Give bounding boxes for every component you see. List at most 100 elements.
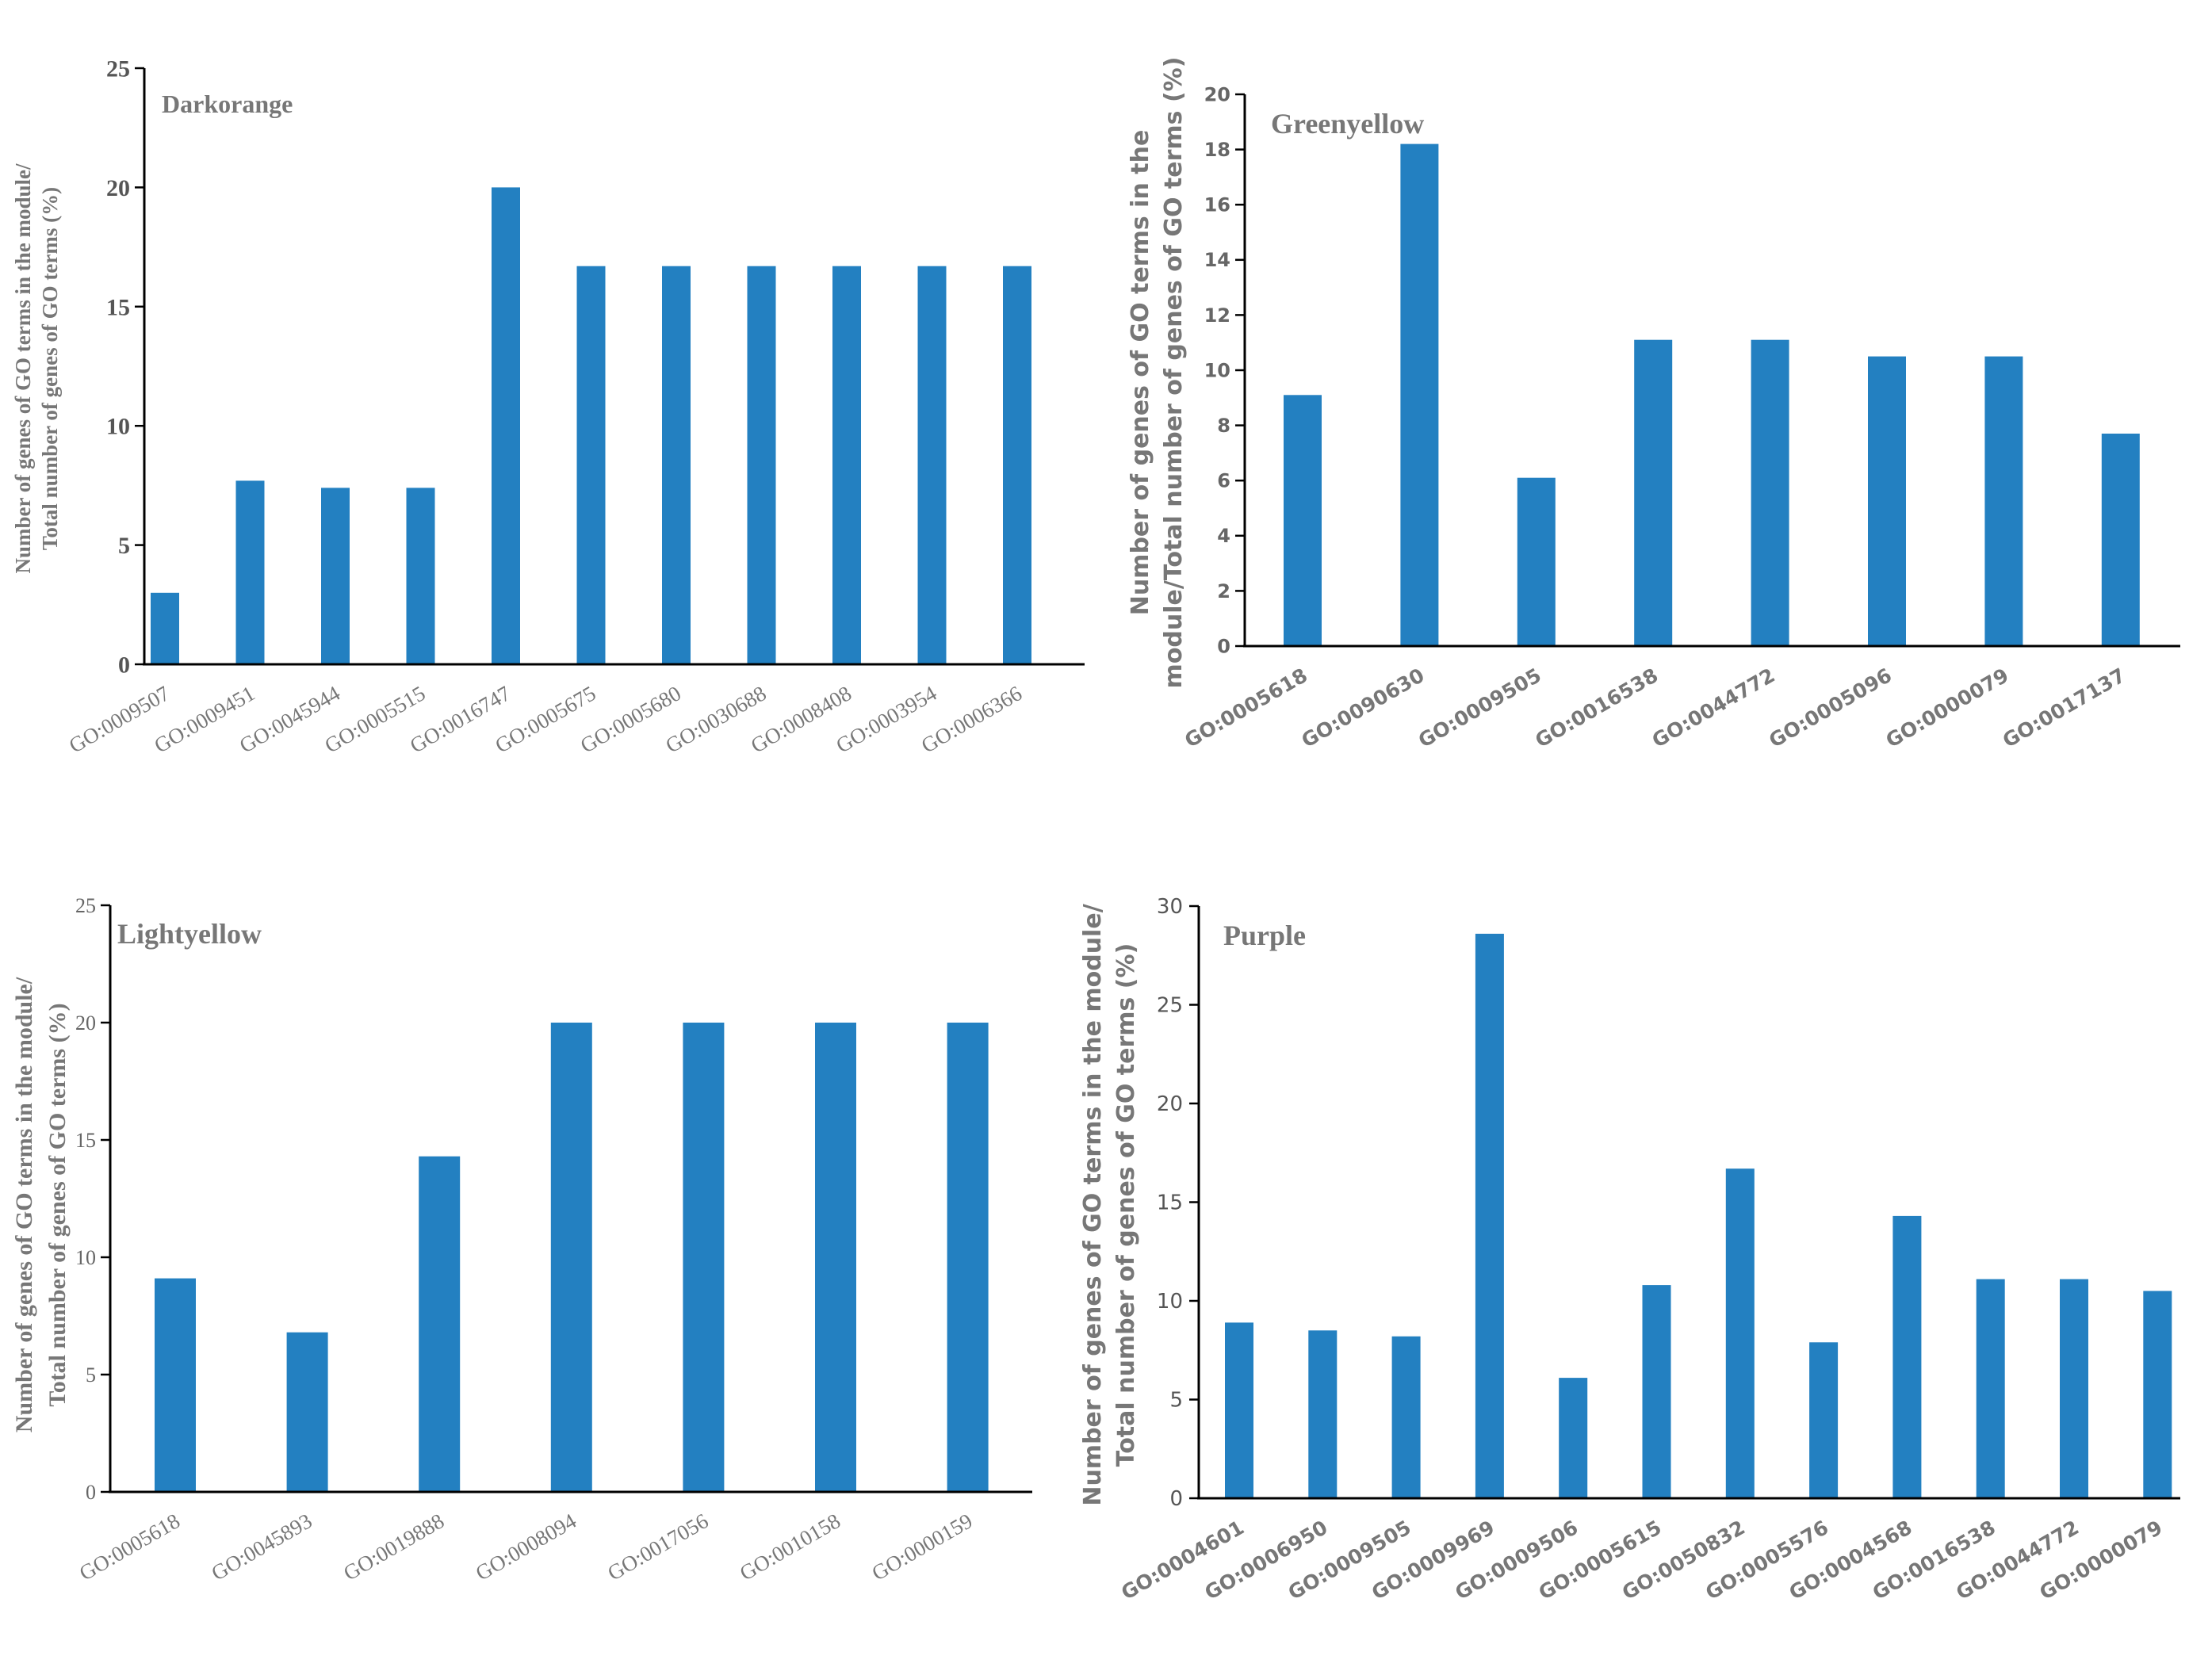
y-axis-label-line: Number of genes of GO terms in the modul… (11, 977, 37, 1432)
y-tick-label: 20 (106, 175, 130, 201)
chart-title: Purple (1223, 920, 1306, 951)
y-tick-label: 20 (1157, 1092, 1183, 1116)
bar-go-0030688 (747, 266, 776, 664)
bar-go-0009969 (1475, 933, 1504, 1498)
y-tick-label: 5 (1169, 1389, 1183, 1413)
bar-go-0017137 (2101, 434, 2140, 646)
bar-go-0009505 (1391, 1336, 1421, 1498)
y-tick-label: 15 (75, 1129, 96, 1152)
y-tick-label: 0 (86, 1481, 96, 1504)
bar-go-0005096 (1868, 356, 1906, 646)
x-tick-label: GO:0017056 (603, 1509, 712, 1585)
bar-go-0004601 (1225, 1322, 1253, 1498)
bar-go-0000159 (947, 1023, 989, 1492)
y-tick-label: 0 (1169, 1487, 1183, 1511)
chart-panel-purple: 051015202530GO:0004601GO:0006950GO:00095… (1079, 895, 2180, 1604)
bar-go-0044772 (1751, 339, 1789, 646)
y-tick-label: 0 (1217, 635, 1230, 657)
y-axis-label-line: Total number of genes of GO terms (%) (44, 1003, 71, 1406)
x-tick-label: GO:0000159 (867, 1509, 976, 1585)
y-axis-label: Number of genes of GO terms in the modul… (11, 977, 71, 1432)
bar-go-0009507 (151, 592, 179, 664)
y-tick-label: 20 (1204, 83, 1230, 105)
bar-go-0009506 (1559, 1378, 1588, 1498)
y-axis-label-line: Total number of genes of GO terms (%) (38, 187, 62, 550)
bar-go-0005675 (576, 266, 606, 664)
y-tick-label: 25 (75, 894, 96, 917)
bar-go-0008408 (832, 266, 861, 664)
y-tick-label: 4 (1217, 525, 1230, 547)
y-tick-label: 10 (1157, 1290, 1183, 1314)
bar-go-0016747 (492, 187, 520, 664)
bar-go-0008094 (550, 1023, 592, 1492)
y-tick-label: 8 (1217, 415, 1230, 437)
chart-panel-darkorange: 0510152025GO:0009507GO:0009451GO:0045944… (11, 56, 1085, 758)
y-tick-label: 0 (118, 652, 130, 679)
y-tick-label: 5 (118, 533, 130, 559)
y-tick-label: 2 (1217, 580, 1230, 602)
bar-go-0005618 (155, 1278, 196, 1492)
bar-go-0016538 (1634, 339, 1673, 646)
bar-go-0005618 (1284, 395, 1322, 646)
bar-go-0050832 (1725, 1168, 1755, 1498)
bar-go-0006366 (1003, 266, 1031, 664)
y-tick-label: 10 (1204, 359, 1230, 381)
y-axis-label-line: Number of genes of GO terms in the modul… (11, 163, 35, 573)
y-tick-label: 20 (75, 1012, 96, 1035)
bar-go-0005680 (662, 266, 691, 664)
x-tick-label: GO:0009505 (1414, 664, 1545, 752)
y-axis-label-line: module/Total number of genes of GO terms… (1160, 57, 1188, 689)
y-axis-label: Number of genes of GO terms in the module… (1127, 57, 1188, 689)
bar-go-0000079 (1984, 356, 2023, 646)
x-tick-label: GO:0090630 (1298, 664, 1429, 752)
x-tick-label: GO:0000079 (1882, 664, 2013, 752)
x-tick-label: GO:0044772 (1648, 664, 1779, 752)
bar-go-0044772 (2060, 1279, 2088, 1498)
y-axis-label: Number of genes of GO terms in the modul… (11, 163, 62, 573)
y-tick-label: 12 (1204, 304, 1230, 327)
y-tick-label: 10 (75, 1246, 96, 1269)
bar-go-0005515 (406, 488, 435, 664)
bar-go-0090630 (1400, 143, 1439, 647)
x-tick-label: GO:0016538 (1531, 664, 1662, 752)
y-axis-label: Number of genes of GO terms in the modul… (1079, 904, 1140, 1505)
y-axis-label-line: Number of genes of GO terms in the modul… (1079, 904, 1107, 1505)
bar-go-0045893 (286, 1332, 328, 1492)
x-tick-label: GO:0010158 (736, 1509, 844, 1585)
bar-go-0017056 (683, 1023, 725, 1492)
bar-go-0045944 (321, 488, 350, 664)
bar-go-0016538 (1976, 1279, 2005, 1498)
y-axis-label-line: Number of genes of GO terms in the (1127, 130, 1154, 616)
y-tick-label: 5 (86, 1363, 96, 1386)
x-tick-label: GO:0008094 (472, 1509, 581, 1585)
bar-go-0004568 (1892, 1215, 1922, 1498)
bar-go-0019888 (419, 1156, 461, 1492)
y-tick-label: 18 (1204, 139, 1230, 161)
chart-title: Greenyellow (1271, 108, 1424, 140)
bar-go-0003954 (917, 266, 947, 664)
y-axis-label-line: Total number of genes of GO terms (%) (1112, 943, 1140, 1467)
chart-panel-lightyellow: 0 5 10 15 20 25 GO:0005618 GO:0045893 GO:0019888… (11, 894, 1032, 1585)
bar-go-0005615 (1642, 1285, 1671, 1498)
y-tick-label: 25 (106, 56, 130, 82)
bar-go-0000079 (2143, 1291, 2172, 1498)
y-tick-label: 15 (1157, 1191, 1183, 1215)
y-tick-label: 6 (1217, 470, 1230, 492)
bar-go-0005576 (1809, 1342, 1839, 1498)
x-tick-label: GO:0005618 (75, 1509, 184, 1585)
chart-panel-greenyellow: 02468101214161820GO:0005618GO:0090630GO:… (1127, 57, 2180, 752)
x-tick-label: GO:0005096 (1765, 664, 1896, 752)
chart-title: Darkorange (162, 90, 293, 118)
x-tick-label: GO:0019888 (339, 1509, 448, 1585)
y-tick-label: 30 (1157, 895, 1183, 919)
x-tick-label: GO:0005618 (1181, 664, 1311, 752)
y-tick-label: 15 (106, 294, 130, 320)
bar-go-0009451 (235, 480, 265, 664)
x-tick-label: GO:0017137 (1999, 664, 2130, 752)
y-tick-label: 16 (1204, 194, 1230, 216)
y-tick-label: 25 (1157, 994, 1183, 1018)
chart-title: Lightyellow (117, 918, 262, 950)
y-tick-label: 10 (106, 414, 130, 440)
y-tick-label: 14 (1204, 249, 1230, 271)
